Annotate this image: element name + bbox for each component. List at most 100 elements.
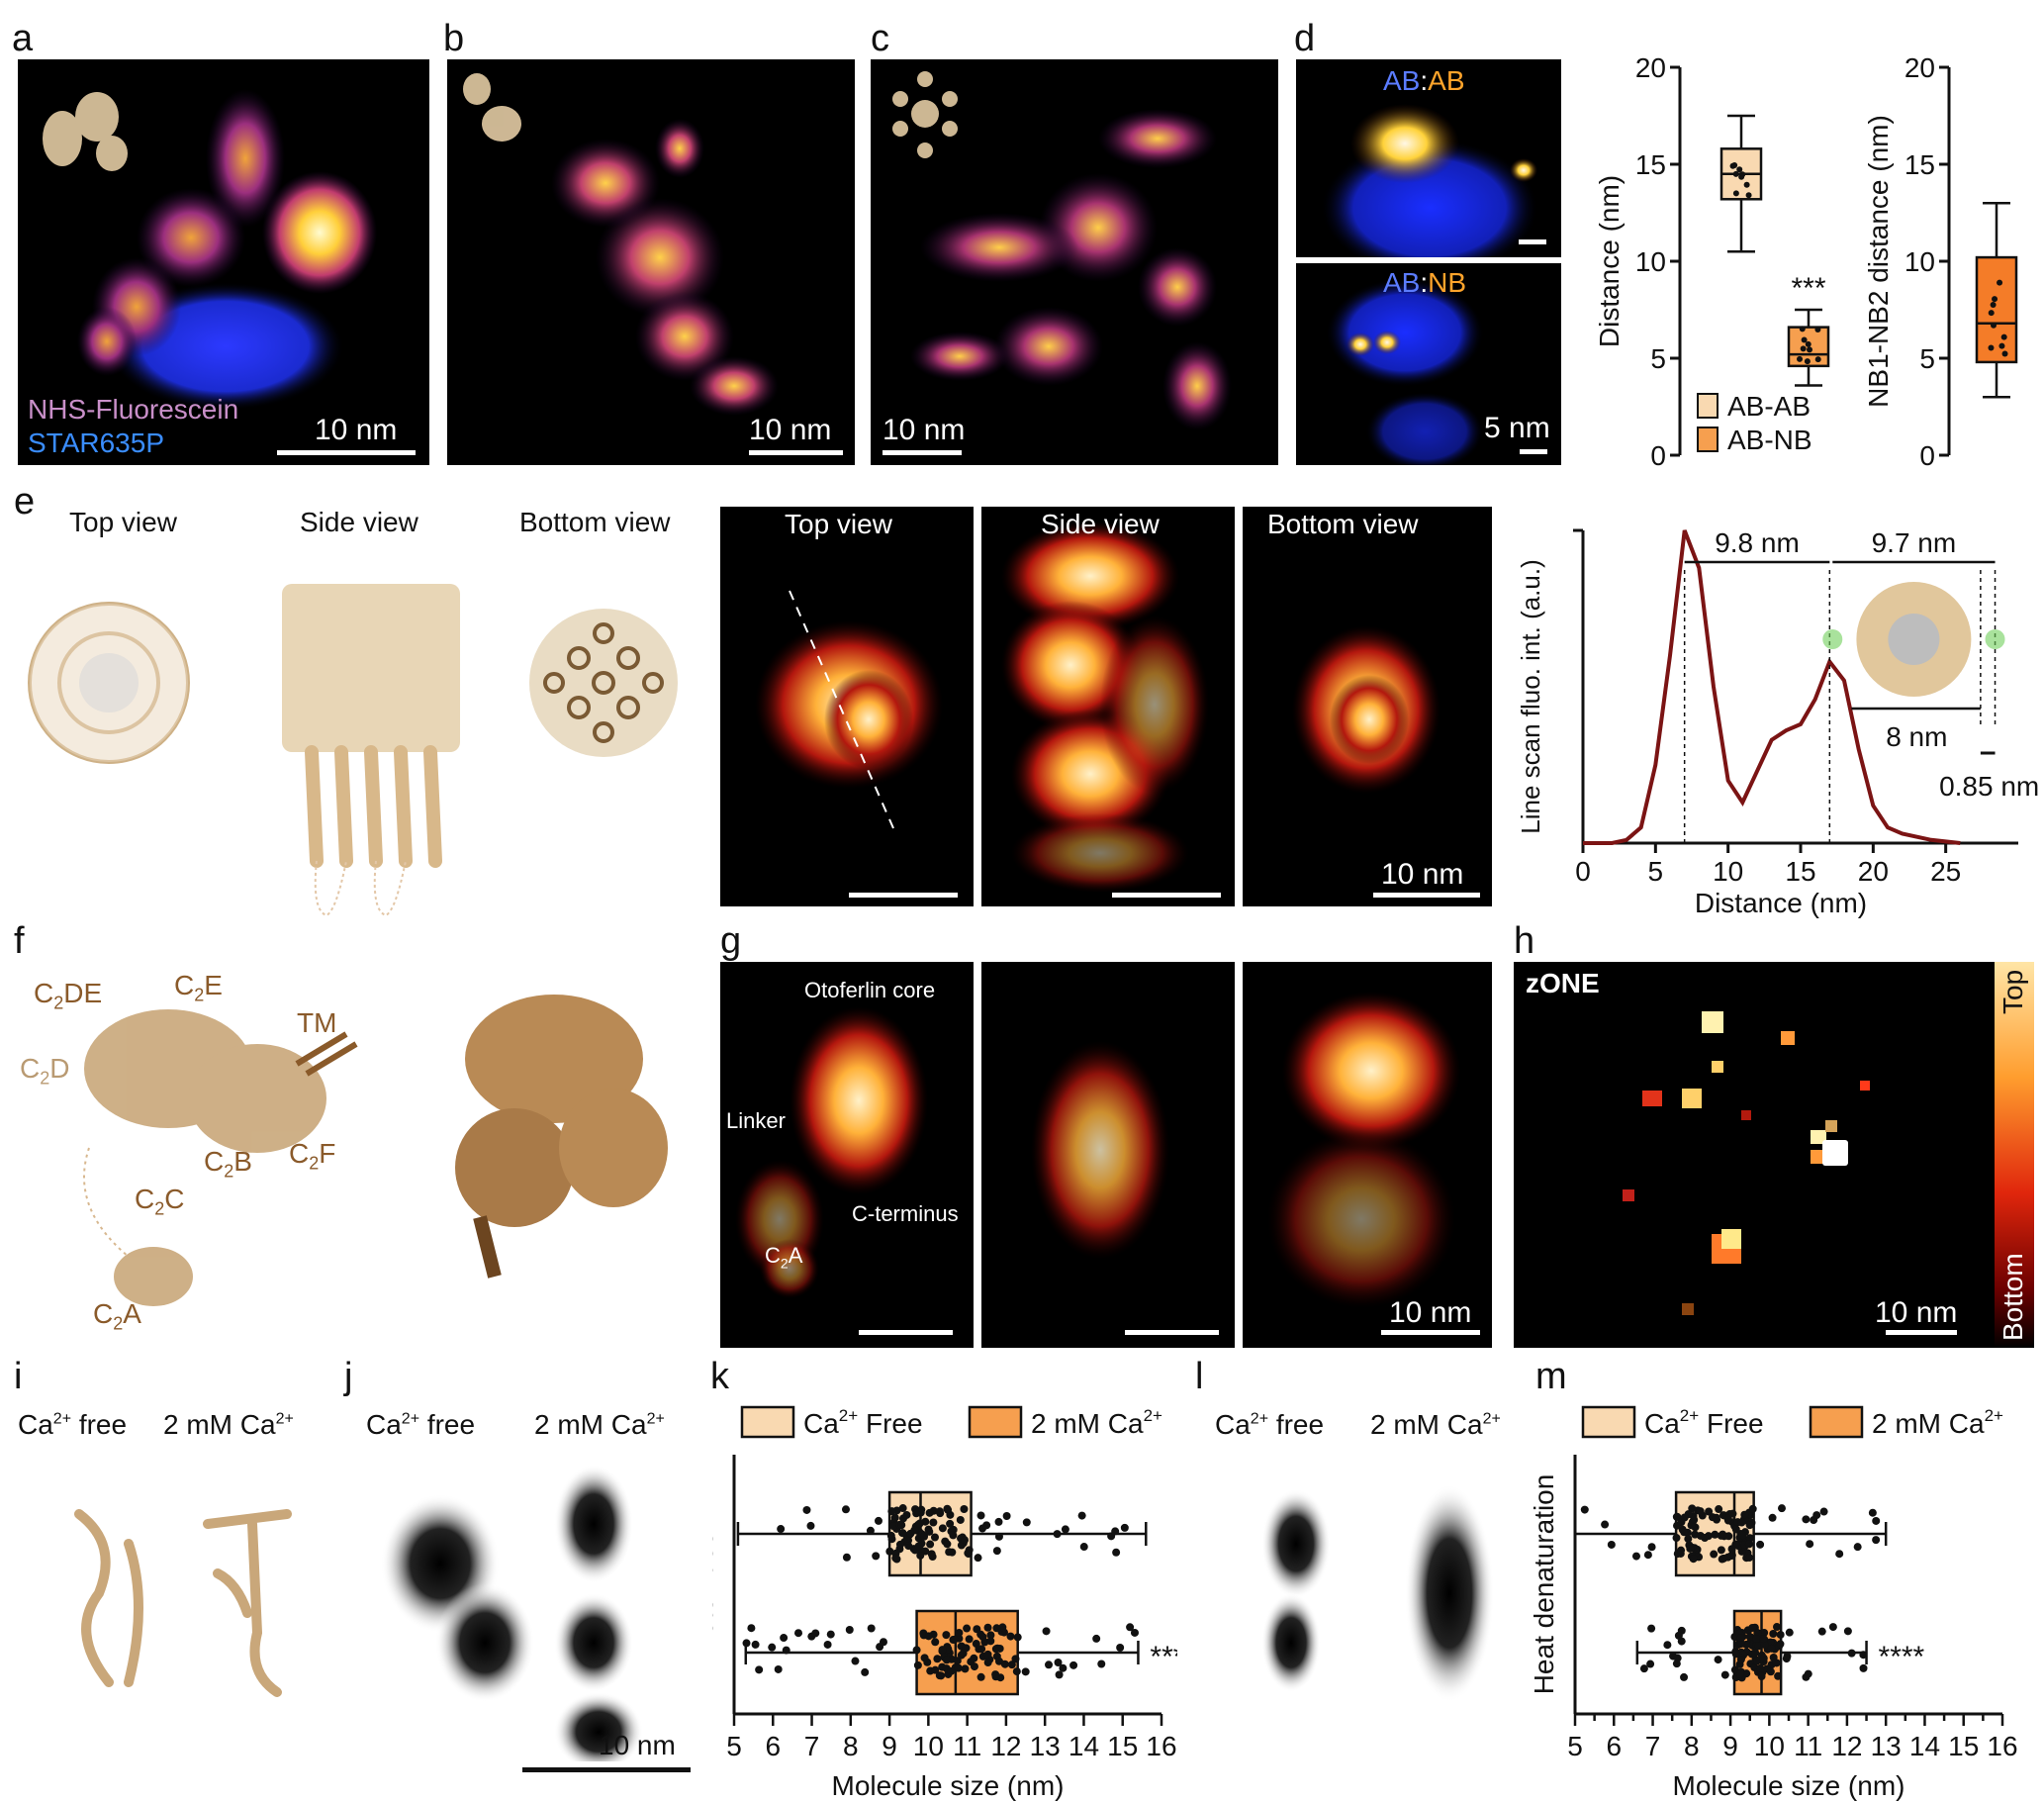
panel-c-image: 10 nm	[871, 59, 1278, 465]
data-point	[1719, 1530, 1727, 1539]
sup: 2+	[401, 1410, 420, 1428]
y-tick-label: 10	[1905, 246, 1935, 277]
data-point	[1752, 1634, 1761, 1643]
sub: 2	[780, 1255, 789, 1272]
scale-bar	[1373, 893, 1480, 898]
data-point	[1769, 1630, 1778, 1639]
sub: 2	[53, 993, 64, 1013]
panel-g-render-2	[1031, 1041, 1169, 1259]
data-point	[986, 1631, 995, 1640]
scale-bar-label: 10 nm	[1875, 1296, 1958, 1329]
panel-label-f: f	[14, 920, 25, 962]
sub: 2	[224, 1161, 234, 1182]
label-ca-free: Ca2+ free	[366, 1409, 475, 1441]
zone-label: zONE	[1526, 968, 1600, 998]
data-point	[2001, 350, 2008, 357]
sub: 2	[113, 1313, 124, 1334]
panel-e-top-image: Top view	[720, 507, 974, 906]
panel-g-render-3	[1267, 992, 1460, 1308]
data-point	[1756, 1540, 1765, 1549]
series-line	[1583, 529, 1961, 845]
data-point	[946, 1519, 955, 1528]
legend-label: Ca2+ Free	[803, 1406, 923, 1439]
box	[1975, 255, 2018, 364]
data-point	[1731, 162, 1738, 169]
edge-label: 0.85 nm	[1939, 771, 2038, 802]
data-point	[1835, 1550, 1844, 1559]
bottom-view-structure	[529, 609, 678, 757]
data-point	[1745, 1554, 1754, 1563]
panel-label-e: e	[14, 481, 36, 522]
data-point	[961, 1664, 970, 1673]
data-point	[1859, 1651, 1868, 1660]
data-point	[964, 1549, 973, 1558]
data-point	[1672, 1534, 1681, 1543]
colorbar-bottom-label: Bottom	[1998, 1253, 2028, 1341]
label-sep: :	[1420, 65, 1429, 96]
legend-sup: 2+	[1680, 1406, 1699, 1425]
data-point	[914, 1542, 923, 1551]
data-point	[950, 1635, 959, 1644]
data-point	[1112, 1548, 1121, 1557]
panel-d-top-render	[1321, 104, 1538, 257]
y-axis-label: NB1-NB2 distance (nm)	[1863, 115, 1894, 408]
panel-j-images	[381, 1465, 643, 1761]
data-point	[1012, 1667, 1021, 1676]
c-prefix: C	[20, 1053, 41, 1084]
data-point	[991, 1670, 1000, 1679]
data-point	[1720, 1670, 1729, 1679]
data-point	[1872, 1536, 1881, 1545]
data-point	[978, 1633, 987, 1642]
data-point	[1727, 1545, 1736, 1554]
x-axis-label: Molecule size (nm)	[832, 1770, 1065, 1801]
sub: 2	[40, 1068, 50, 1089]
data-point	[1731, 1525, 1740, 1534]
data-point	[1843, 1627, 1852, 1636]
x-tick-label: 16	[1146, 1731, 1176, 1761]
y-tick-label: 15	[1905, 149, 1935, 180]
data-point	[1738, 173, 1745, 180]
domain-label-c2d: C2D	[20, 1053, 69, 1090]
text: free	[71, 1409, 128, 1440]
text: Ca	[1215, 1409, 1251, 1440]
legend-label: Ca2+ Free	[1644, 1406, 1764, 1439]
data-point	[1745, 1632, 1754, 1641]
domain-label-c2c: C2C	[135, 1184, 184, 1220]
data-point	[842, 1553, 851, 1562]
x-tick-label: 8	[1684, 1731, 1700, 1761]
data-point	[945, 1548, 954, 1557]
scale-bar	[1520, 449, 1547, 454]
view-label-bottom: Bottom view	[519, 507, 671, 537]
y-axis-label: Line scan fluo. int. (a.u.)	[1516, 559, 1545, 833]
scale-bar	[1886, 1330, 1957, 1335]
chart-heat-denaturation: Ca2+ Free 2 mM Ca2+5 6 7 8 9 10 11 12 13 14 15 16Mol…	[1533, 1405, 2018, 1801]
panel-label-j: j	[344, 1356, 353, 1397]
data-point	[994, 1532, 1003, 1541]
data-point	[1774, 1671, 1783, 1680]
data-point	[1714, 1656, 1722, 1664]
data-point	[1732, 170, 1739, 177]
data-point	[983, 1650, 992, 1659]
x-tick-label: 13	[1030, 1731, 1061, 1761]
data-point	[826, 1630, 835, 1639]
data-point	[1022, 1518, 1031, 1527]
data-point	[742, 1639, 751, 1648]
legend-swatch	[1581, 1405, 1636, 1439]
panel-h-render	[1623, 1011, 1870, 1315]
panel-label-k: k	[710, 1356, 729, 1397]
data-point	[1736, 166, 1743, 173]
panel-i-structures	[74, 1509, 292, 1697]
data-point	[912, 1509, 921, 1518]
data-point	[983, 1659, 992, 1667]
x-tick-label: 13	[1871, 1731, 1902, 1761]
label-ab: AB	[1383, 267, 1421, 298]
data-point	[1859, 1663, 1868, 1672]
domain-suffix: A	[123, 1298, 141, 1329]
significance-label: ***	[1791, 272, 1825, 305]
data-point	[1797, 355, 1804, 362]
panel-m-chart: Ca2+ Free 2 mM Ca2+5 6 7 8 9 10 11 12 13 14 15 16Mol…	[1533, 1405, 2018, 1801]
y-tick-label: 20	[1905, 52, 1935, 83]
c-prefix: C	[93, 1298, 114, 1329]
label-2mm-ca: 2 mM Ca2+	[163, 1409, 294, 1441]
data-point	[1814, 327, 1821, 333]
